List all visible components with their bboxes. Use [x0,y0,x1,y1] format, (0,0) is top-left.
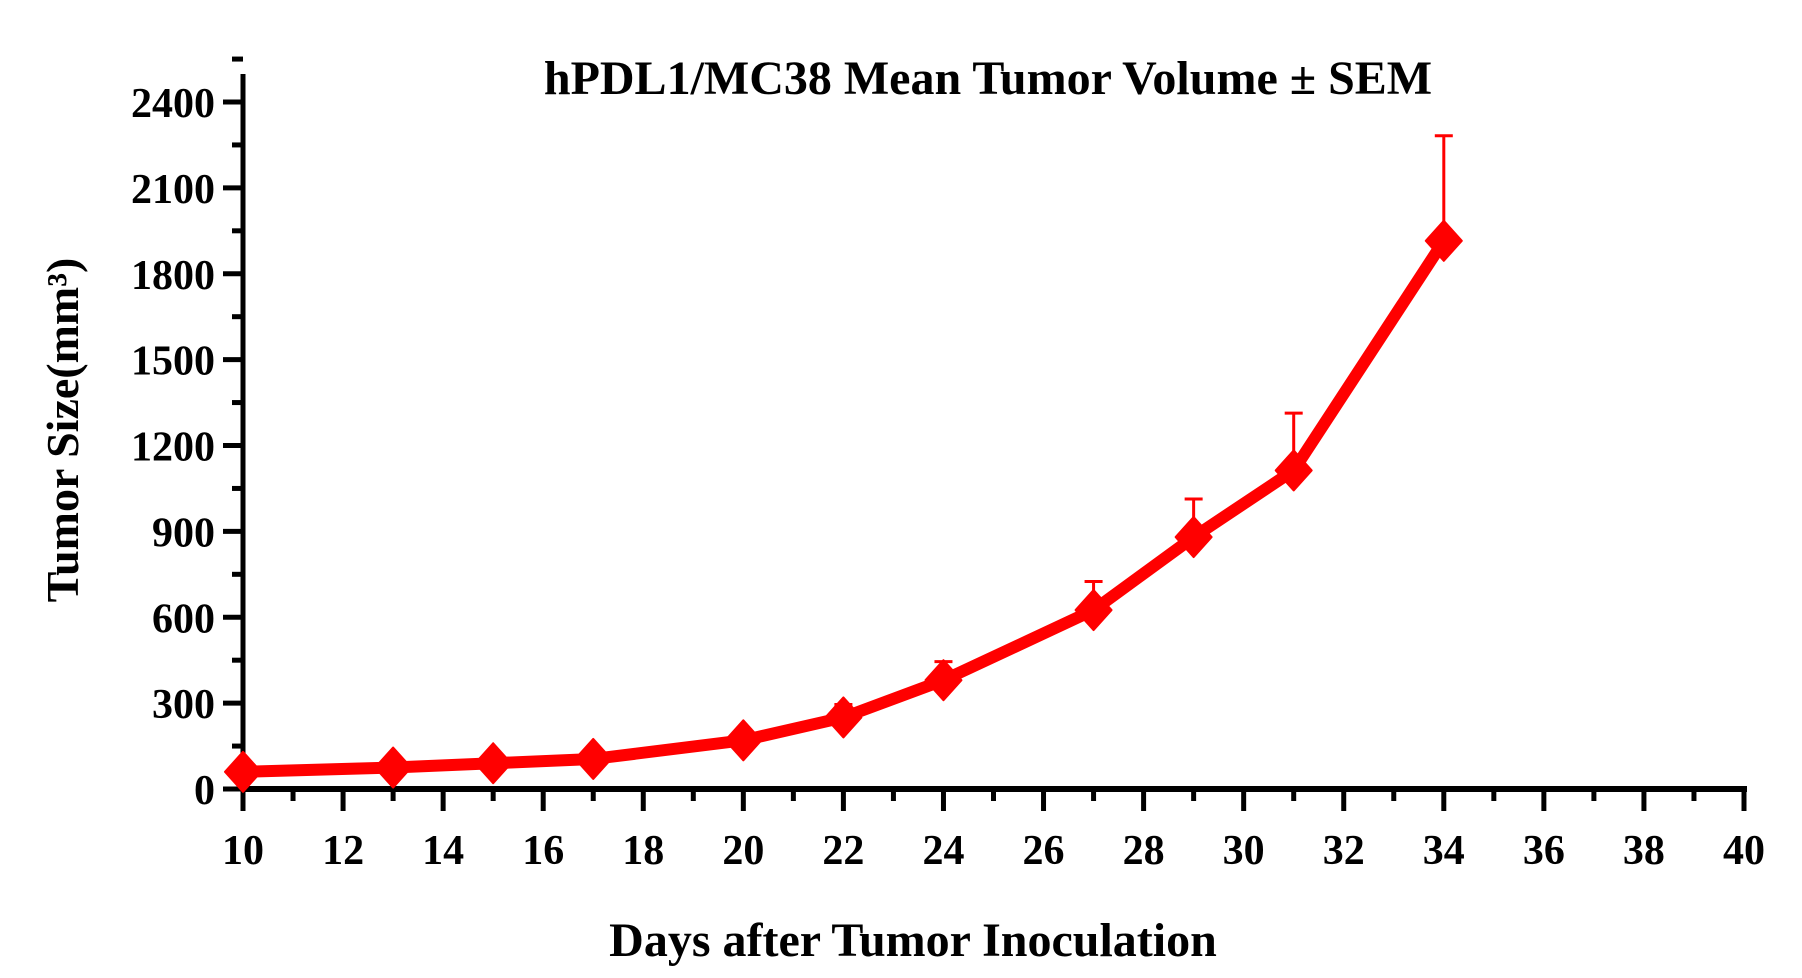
plot-area [224,134,1463,793]
y-axis-label: Tumor Size(mm³) [37,258,88,603]
x-tick-label: 24 [922,828,964,874]
y-tick-label: 600 [152,596,215,642]
x-tick-label: 20 [722,828,764,874]
x-tick-label: 36 [1523,828,1565,874]
x-tick-label: 10 [222,828,264,874]
x-tick-label: 30 [1223,828,1265,874]
data-point [474,742,513,785]
axes [223,56,1747,811]
data-point [1174,516,1213,559]
series-line [242,237,1449,778]
y-tick-label: 1200 [131,425,215,471]
data-point [224,750,262,793]
data-point [824,696,863,739]
x-axis-label: Days after Tumor Inoculation [609,914,1217,967]
y-tick-label: 300 [152,682,215,728]
x-tick-label: 40 [1723,828,1765,874]
y-tick-label: 1500 [131,339,215,385]
x-tick-label: 18 [622,828,664,874]
x-tick-label: 34 [1423,828,1465,874]
y-tick-label: 2400 [131,81,215,127]
data-point [1274,449,1313,492]
y-tick-label: 2100 [131,167,215,213]
x-tick-label: 38 [1623,828,1665,874]
data-point [1424,219,1463,262]
x-tick-label: 14 [422,828,464,874]
data-point [574,737,613,780]
data-point [374,746,413,789]
x-tick-label: 16 [522,828,564,874]
x-tick-label: 12 [322,828,364,874]
x-tick-label: 26 [1023,828,1065,874]
x-tick-label: 22 [822,828,864,874]
x-tick-label: 28 [1123,828,1165,874]
x-tick-label: 32 [1323,828,1365,874]
chart-title: hPDL1/MC38 Mean Tumor Volume ± SEM [544,52,1432,105]
y-tick-label: 900 [152,510,215,556]
y-tick-label: 0 [194,768,215,814]
data-point [924,659,963,702]
y-tick-label: 1800 [131,253,215,299]
data-point [724,719,763,762]
data-point [1074,589,1113,632]
tick-labels: 10 12 14 16 18 20 22 24 26 28 30 32 34 36 38 40 0 300 600 9… [131,81,1765,874]
